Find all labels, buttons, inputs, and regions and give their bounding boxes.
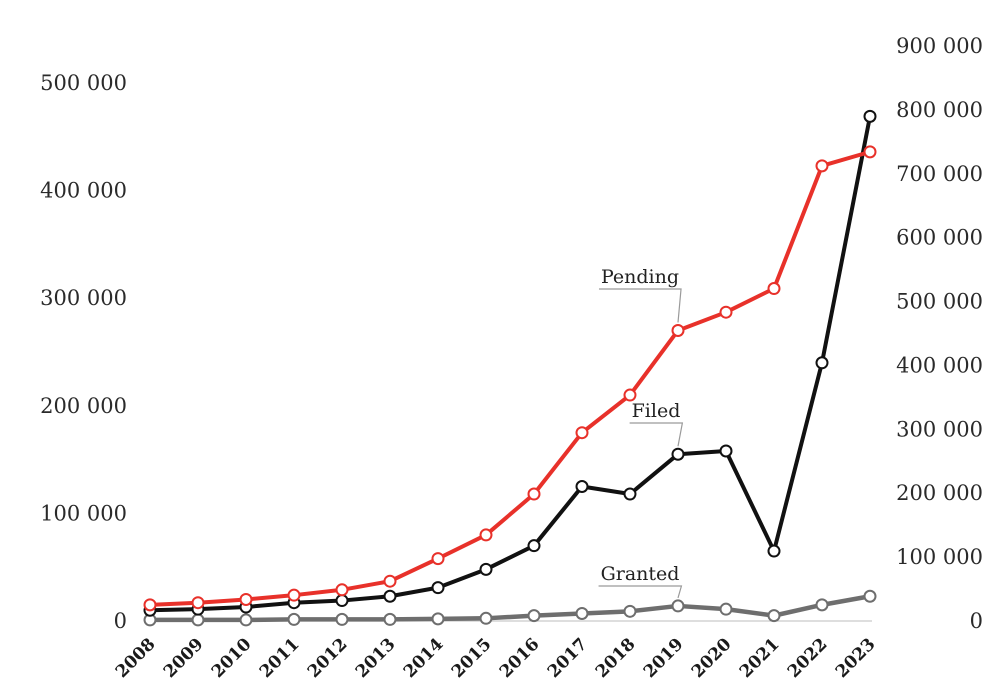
point-granted-2009 — [191, 613, 205, 627]
right-y-tick-500000: 500 000 — [896, 290, 983, 314]
point-pending-2013 — [383, 574, 397, 588]
leader-line-filed — [629, 422, 684, 447]
point-filed-2020 — [719, 444, 733, 458]
series-pending — [143, 145, 877, 612]
series-granted — [143, 589, 877, 627]
point-pending-2023 — [863, 145, 877, 159]
label-group-pending: Pending — [598, 266, 682, 323]
x-tick-2018: 2018 — [592, 634, 640, 682]
right-y-tick-200000: 200 000 — [896, 481, 983, 505]
point-pending-2019 — [671, 323, 685, 337]
line-pending — [148, 149, 872, 607]
point-granted-2017 — [575, 606, 589, 620]
right-y-tick-400000: 400 000 — [896, 353, 983, 377]
x-tick-2023: 2023 — [832, 634, 880, 682]
x-tick-2010: 2010 — [208, 634, 256, 682]
point-granted-2016 — [527, 609, 541, 623]
left-y-tick-300000: 300 000 — [40, 286, 127, 310]
point-filed-2018 — [623, 487, 637, 501]
left-y-tick-200000: 200 000 — [40, 394, 127, 418]
point-granted-2010 — [239, 613, 253, 627]
left-y-tick-100000: 100 000 — [40, 501, 127, 525]
point-pending-2009 — [191, 596, 205, 610]
point-pending-2014 — [431, 552, 445, 566]
point-granted-2013 — [383, 612, 397, 626]
x-tick-2015: 2015 — [448, 634, 496, 682]
point-granted-2019 — [671, 599, 685, 613]
right-y-axis: 0 100 000 200 000 300 000 400 000 500 000 600 … — [896, 34, 983, 633]
point-granted-2015 — [479, 611, 493, 625]
x-tick-2022: 2022 — [784, 634, 832, 682]
x-tick-2020: 2020 — [688, 634, 736, 682]
leader-line-pending — [598, 288, 682, 323]
point-filed-2014 — [431, 581, 445, 595]
point-pending-2010 — [239, 592, 253, 606]
point-filed-2019 — [671, 447, 685, 461]
point-filed-2015 — [479, 562, 493, 576]
point-pending-2008 — [143, 598, 157, 612]
right-y-tick-900000: 900 000 — [896, 34, 983, 58]
line-granted — [147, 594, 873, 623]
point-granted-2022 — [815, 598, 829, 612]
series-lines — [143, 109, 877, 627]
point-filed-2017 — [575, 480, 589, 493]
right-y-tick-100000: 100 000 — [896, 545, 983, 569]
x-tick-2008: 2008 — [112, 634, 160, 682]
left-y-tick-500000: 500 000 — [40, 71, 127, 95]
label-group-granted: Granted — [598, 563, 683, 599]
point-filed-2021 — [767, 544, 781, 558]
point-pending-2022 — [815, 159, 829, 173]
series-filed — [143, 109, 877, 617]
point-pending-2015 — [479, 528, 493, 542]
point-pending-2011 — [287, 588, 301, 602]
series-label-pending: Pending — [601, 266, 679, 288]
x-tick-2009: 2009 — [160, 634, 208, 682]
x-tick-2011: 2011 — [256, 634, 304, 682]
x-axis: 2008 2009 2010 2011 2012 2013 2014 2015 2016 2017… — [112, 634, 880, 682]
point-filed-2023 — [863, 109, 877, 123]
point-pending-2021 — [767, 282, 781, 296]
leader-line-granted — [598, 585, 683, 599]
x-tick-2021: 2021 — [736, 634, 784, 682]
right-y-tick-700000: 700 000 — [896, 162, 983, 186]
point-pending-2020 — [719, 305, 733, 319]
point-filed-2016 — [527, 539, 541, 553]
x-tick-2016: 2016 — [496, 634, 544, 682]
line-filed — [148, 114, 872, 613]
point-filed-2022 — [815, 356, 829, 370]
point-granted-2011 — [287, 612, 301, 626]
x-tick-2013: 2013 — [352, 634, 400, 682]
point-granted-2014 — [431, 612, 445, 626]
point-granted-2023 — [863, 589, 877, 603]
right-y-tick-0: 0 — [970, 609, 983, 633]
left-y-tick-0: 0 — [114, 609, 127, 633]
series-label-filed: Filed — [632, 400, 681, 422]
left-y-tick-400000: 400 000 — [40, 179, 127, 203]
series-labels: Pending Filed Granted — [598, 266, 684, 599]
point-granted-2020 — [719, 602, 733, 616]
point-pending-2016 — [527, 487, 541, 501]
point-filed-2012 — [335, 594, 349, 608]
left-y-axis: 0 100 000 200 000 300 000 400 000 500 000 — [40, 71, 127, 633]
label-group-filed: Filed — [629, 400, 684, 447]
series-label-granted: Granted — [601, 563, 680, 585]
point-pending-2017 — [575, 426, 589, 440]
x-tick-2012: 2012 — [304, 634, 352, 682]
point-pending-2018 — [623, 388, 637, 402]
x-tick-2019: 2019 — [640, 634, 688, 682]
right-y-tick-800000: 800 000 — [896, 98, 983, 122]
point-pending-2012 — [335, 583, 349, 597]
point-granted-2018 — [623, 604, 637, 618]
right-y-tick-600000: 600 000 — [896, 226, 983, 250]
right-y-tick-300000: 300 000 — [896, 417, 983, 441]
point-filed-2013 — [383, 589, 397, 603]
point-granted-2012 — [335, 612, 349, 626]
x-tick-2017: 2017 — [544, 634, 592, 682]
x-tick-2014: 2014 — [400, 634, 448, 682]
point-granted-2021 — [767, 609, 781, 623]
